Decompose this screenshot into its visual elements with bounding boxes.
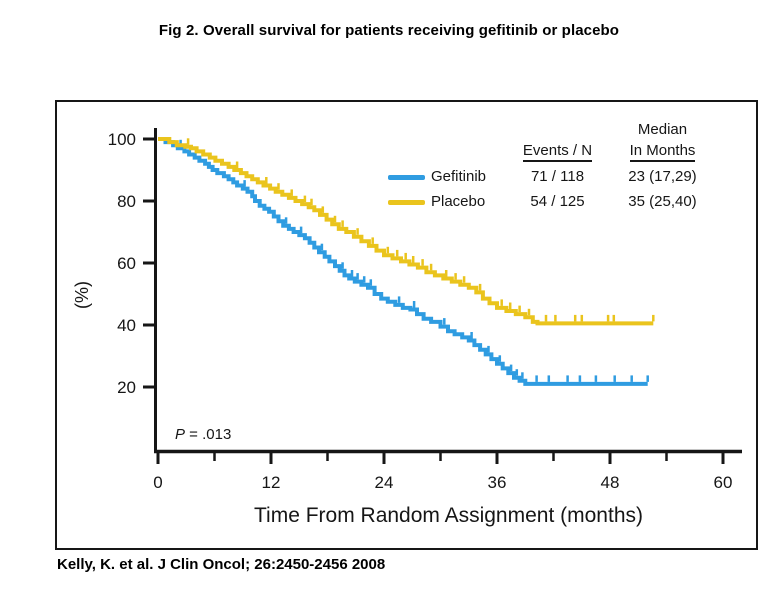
y-axis-title: (%)	[72, 281, 92, 309]
km-curve-placebo	[158, 137, 654, 326]
legend-median-header-line2: In Months	[600, 142, 725, 162]
x-tick-label: 36	[488, 473, 507, 492]
x-axis-title: Time From Random Assignment (months)	[253, 504, 643, 527]
y-tick-label: 20	[117, 378, 136, 397]
y-tick-label: 100	[108, 130, 136, 149]
legend-median-gefitinib: 23 (17,29)	[628, 168, 697, 185]
p-value-text: = .013	[185, 426, 232, 443]
p-value-annotation: P = .013	[175, 426, 231, 443]
legend-label-gefitinib: Gefitinib	[431, 168, 487, 185]
legend-events-header-underline: Events / N	[522, 142, 593, 162]
legend-swatch-placebo	[388, 200, 425, 205]
citation: Kelly, K. et al. J Clin Oncol; 26:2450-2…	[57, 556, 386, 573]
legend-label-placebo: Placebo	[431, 193, 486, 210]
x-tick-label: 24	[375, 473, 394, 492]
km-curve-gefitinib	[158, 137, 648, 386]
x-tick-label: 48	[601, 473, 620, 492]
legend-events-gefitinib: 71 / 118	[530, 168, 585, 185]
y-tick-label: 80	[117, 192, 136, 211]
x-tick-label: 12	[262, 473, 281, 492]
y-tick-label: 40	[117, 316, 136, 335]
legend-swatch-gefitinib	[388, 175, 425, 180]
y-tick-label: 60	[117, 254, 136, 273]
legend-median-header-line1: Median	[637, 121, 688, 138]
x-tick-label: 0	[153, 473, 162, 492]
p-value-symbol: P	[175, 426, 186, 443]
legend-events-placebo: 54 / 125	[530, 193, 585, 210]
x-tick-label: 60	[714, 473, 733, 492]
legend-median-placebo: 35 (25,40)	[628, 193, 697, 210]
legend-events-header: Events / N	[505, 142, 610, 162]
figure-title: Fig 2. Overall survival for patients rec…	[158, 22, 620, 39]
legend-median-header-underline: In Months	[629, 142, 696, 162]
